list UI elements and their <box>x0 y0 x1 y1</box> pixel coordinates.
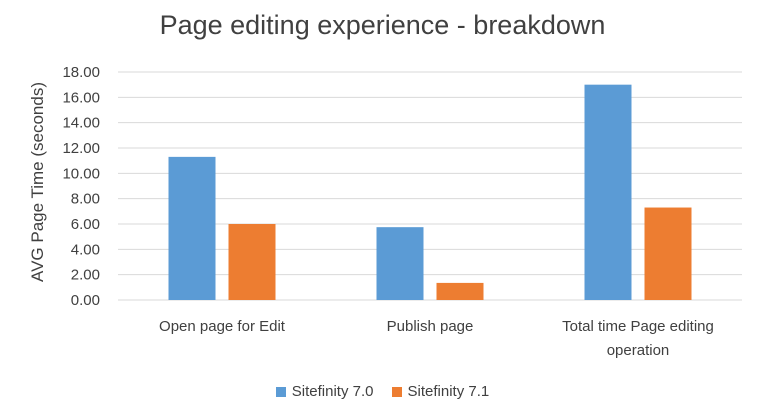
plot-area: 0.00 2.00 4.00 6.00 8.00 10.00 12.00 14.00 16.00… <box>62 64 742 359</box>
y-tick-label: 8.00 <box>71 191 100 208</box>
legend: Sitefinity 7.0 Sitefinity 7.1 <box>0 383 765 400</box>
legend-item-series-0: Sitefinity 7.0 <box>275 383 374 400</box>
legend-label-series-0: Sitefinity 7.0 <box>291 383 374 400</box>
y-tick-label: 12.00 <box>62 140 100 157</box>
bar-sitefinity-7-1 <box>228 224 276 300</box>
y-tick-label: 10.00 <box>62 165 100 182</box>
bar-sitefinity-7-0 <box>376 227 424 300</box>
legend-swatch-series-1 <box>391 386 402 397</box>
y-tick-label: 4.00 <box>71 241 100 258</box>
legend-item-series-1: Sitefinity 7.1 <box>391 383 490 400</box>
chart-title: Page editing experience - breakdown <box>159 10 606 40</box>
y-tick-label: 18.00 <box>62 64 100 81</box>
bar-sitefinity-7-1 <box>644 207 692 300</box>
bar-sitefinity-7-0 <box>584 84 632 301</box>
y-tick-label: 16.00 <box>62 89 100 106</box>
x-category-label: operation <box>607 342 670 359</box>
y-tick-label: 6.00 <box>71 216 100 233</box>
y-tick-label: 2.00 <box>71 267 100 284</box>
x-category-label: Open page for Edit <box>159 318 286 335</box>
legend-label-series-1: Sitefinity 7.1 <box>407 383 490 400</box>
legend-swatch-series-0 <box>275 386 286 397</box>
x-category-label: Total time Page editing <box>562 318 714 335</box>
y-tick-label: 14.00 <box>62 115 100 132</box>
x-category-label: Publish page <box>387 318 474 335</box>
bar-sitefinity-7-0 <box>168 156 216 300</box>
bar-sitefinity-7-1 <box>436 282 484 300</box>
y-tick-label: 0.00 <box>71 292 100 309</box>
